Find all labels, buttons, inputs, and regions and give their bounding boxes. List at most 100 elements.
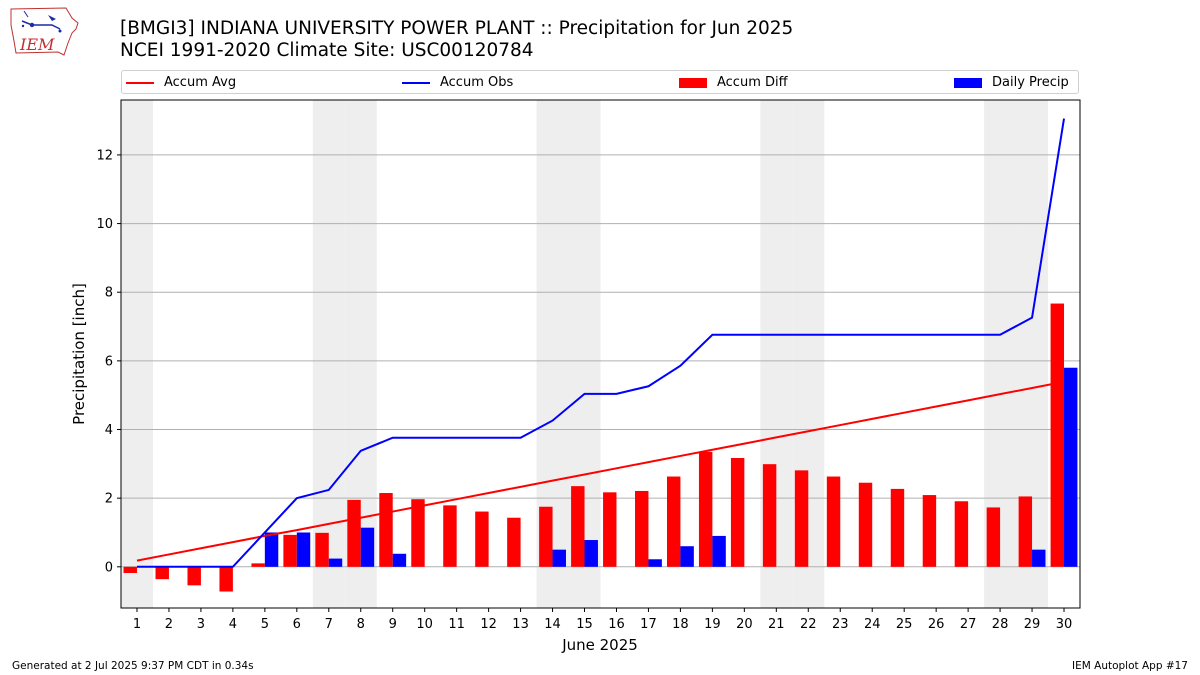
y-tick-label-4: 4	[105, 423, 113, 438]
daily-bar-day-6	[296, 532, 311, 567]
diff-bar-day-29	[1018, 496, 1033, 567]
daily-bar-day-5	[264, 532, 279, 567]
x-tick-label-4: 4	[229, 617, 237, 632]
legend-daily-precip: Daily Precip	[954, 75, 1069, 90]
x-tick-label-30: 30	[1056, 617, 1073, 632]
x-tick-label-18: 18	[672, 617, 689, 632]
y-tick-label-2: 2	[105, 492, 113, 507]
diff-bar-day-22	[794, 470, 809, 567]
lines	[136, 118, 1066, 568]
diff-bar-day-7	[315, 532, 329, 567]
x-tick-label-27: 27	[960, 617, 977, 632]
daily-bar-day-7	[328, 558, 343, 567]
y-tick-label-0: 0	[105, 560, 113, 575]
x-tick-label-21: 21	[768, 617, 785, 632]
legend-accum-obs: Accum Obs	[402, 75, 513, 90]
diff-bar-day-11	[443, 505, 457, 567]
legend-swatch-accum-diff	[679, 77, 707, 88]
legend: Accum Avg Accum Obs Accum Diff Daily Pre…	[121, 70, 1079, 94]
legend-label-accum-obs: Accum Obs	[440, 75, 514, 90]
diff-bar-day-27	[954, 501, 969, 567]
diff-bar-day-20	[730, 458, 745, 567]
x-tick-label-6: 6	[293, 617, 301, 632]
title-line-1: [BMGI3] INDIANA UNIVERSITY POWER PLANT :…	[120, 18, 794, 39]
diff-bar-day-3	[187, 566, 201, 586]
diff-bar-day-30	[1050, 303, 1065, 567]
footer-generated: Generated at 2 Jul 2025 9:37 PM CDT in 0…	[12, 660, 254, 672]
x-tick-label-25: 25	[896, 617, 913, 632]
x-tick-label-11: 11	[448, 617, 465, 632]
x-tick-label-1: 1	[133, 617, 141, 632]
x-tick-label-14: 14	[544, 617, 561, 632]
x-axis-label: June 2025	[561, 636, 638, 654]
daily-bar-day-8	[360, 527, 375, 567]
diff-bar-day-23	[826, 476, 841, 567]
x-tick-label-12: 12	[480, 617, 497, 632]
diff-bar-day-19	[698, 451, 713, 567]
bars	[123, 303, 1078, 592]
daily-bar-day-9	[392, 553, 407, 567]
diff-bar-day-12	[475, 511, 489, 567]
diff-bar-day-6	[283, 534, 297, 567]
weekend-band-day-7	[312, 100, 345, 608]
x-tick-label-8: 8	[357, 617, 365, 632]
diff-bar-day-5	[251, 563, 265, 567]
x-tick-label-17: 17	[640, 617, 657, 632]
legend-swatch-accum-avg	[126, 81, 154, 84]
daily-bar-day-15	[584, 540, 598, 567]
diff-bar-day-16	[603, 492, 617, 567]
x-tick-label-16: 16	[608, 617, 625, 632]
x-tick-label-29: 29	[1024, 617, 1041, 632]
y-tick-label-8: 8	[105, 286, 113, 301]
x-tick-label-24: 24	[864, 617, 881, 632]
diff-bar-day-1	[123, 566, 137, 573]
daily-bar-day-17	[648, 559, 662, 567]
daily-bar-day-30	[1064, 367, 1078, 567]
x-tick-label-5: 5	[261, 617, 269, 632]
daily-bar-day-18	[680, 546, 694, 567]
plot-frame	[120, 99, 1081, 609]
daily-bar-day-19	[712, 535, 726, 567]
diff-bar-day-26	[922, 495, 937, 567]
x-tick-label-28: 28	[992, 617, 1009, 632]
y-axis-label: Precipitation [inch]	[70, 283, 88, 425]
x-tick-label-2: 2	[165, 617, 173, 632]
legend-swatch-daily-precip	[954, 77, 982, 88]
legend-accum-diff: Accum Diff	[679, 75, 788, 90]
diff-bar-day-15	[571, 486, 585, 567]
diff-bar-day-4	[219, 566, 233, 592]
diff-bar-day-14	[539, 506, 553, 567]
x-tick-label-7: 7	[325, 617, 333, 632]
iowa-map-icon: IEM	[10, 7, 79, 56]
weekend-band-day-1	[121, 100, 153, 608]
daily-bar-day-14	[552, 549, 566, 567]
x-tick-label-20: 20	[736, 617, 753, 632]
x-tick-label-15: 15	[576, 617, 593, 632]
diff-bar-day-13	[507, 517, 521, 567]
x-tick-label-9: 9	[389, 617, 397, 632]
x-tick-label-22: 22	[800, 617, 817, 632]
diff-bar-day-9	[379, 493, 393, 567]
x-tick-label-13: 13	[512, 617, 529, 632]
diff-bar-day-8	[347, 499, 361, 567]
x-tick-label-10: 10	[416, 617, 433, 632]
legend-label-accum-diff: Accum Diff	[717, 75, 788, 90]
x-tick-label-26: 26	[928, 617, 945, 632]
accum-avg-line	[136, 380, 1065, 562]
y-tick-label-10: 10	[96, 217, 113, 232]
footer-app: IEM Autoplot App #17	[1072, 660, 1188, 672]
legend-label-accum-avg: Accum Avg	[164, 75, 237, 90]
daily-bar-day-29	[1032, 549, 1046, 567]
diff-bar-day-25	[890, 488, 905, 567]
diff-bar-day-28	[986, 507, 1001, 567]
diff-bar-day-24	[858, 482, 873, 567]
x-tick-label-19: 19	[704, 617, 721, 632]
iem-logo: IEM	[8, 5, 80, 59]
title-line-2: NCEI 1991-2020 Climate Site: USC00120784	[120, 40, 534, 61]
y-tick-label-12: 12	[96, 148, 113, 163]
diff-bar-day-21	[762, 464, 777, 567]
diff-bar-day-17	[635, 490, 649, 567]
x-tick-label-3: 3	[197, 617, 205, 632]
x-tick-label-23: 23	[832, 617, 849, 632]
